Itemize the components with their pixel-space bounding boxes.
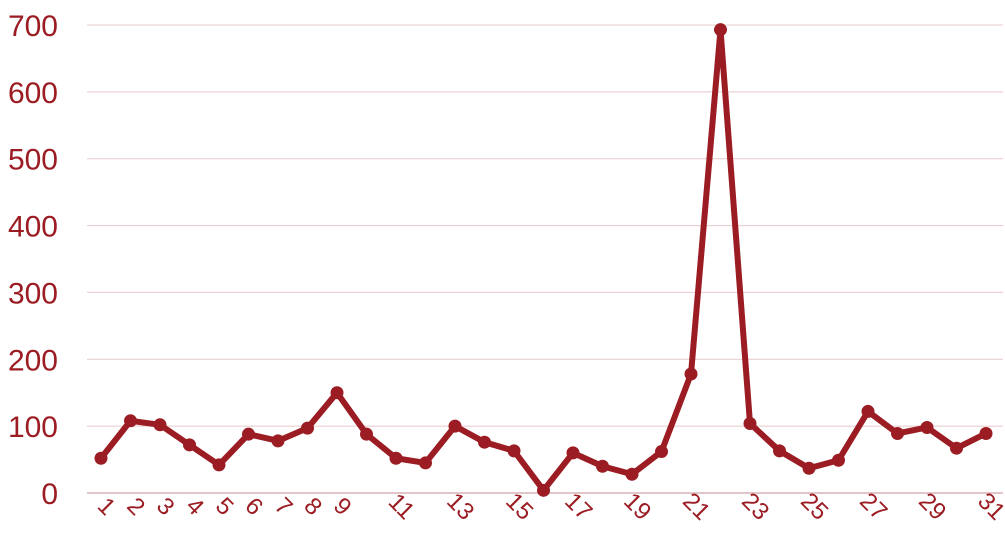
data-point [124, 414, 137, 428]
data-point [360, 427, 373, 441]
data-point [979, 426, 993, 440]
y-tick-label: 600 [8, 77, 58, 110]
data-point [183, 438, 196, 452]
data-point [891, 426, 904, 440]
series-line [98, 26, 989, 494]
series-points-layer [94, 23, 993, 497]
data-point [625, 467, 639, 481]
data-point [153, 418, 167, 432]
data-point [94, 451, 108, 465]
data-point [861, 404, 875, 418]
data-point [507, 444, 521, 458]
data-point [242, 427, 255, 441]
data-point [684, 367, 698, 381]
x-tick-label: 5 [210, 492, 239, 521]
x-tick-label: 2 [122, 492, 151, 521]
data-point [802, 461, 816, 475]
x-tick-label: 7 [269, 492, 298, 521]
y-tick-label: 0 [41, 478, 58, 511]
x-tick-label: 8 [299, 492, 328, 521]
data-point [448, 419, 462, 433]
y-tick-label: 300 [8, 277, 58, 310]
data-point [419, 456, 432, 470]
data-point [832, 453, 845, 467]
data-point [330, 386, 344, 400]
x-tick-label: 11 [383, 488, 420, 525]
data-point [271, 434, 285, 448]
data-point [389, 451, 403, 465]
x-tick-label: 3 [151, 492, 180, 521]
data-point [566, 446, 580, 460]
data-point [596, 459, 609, 473]
y-tick-label: 400 [8, 211, 58, 244]
series-line-layer [98, 26, 989, 494]
data-point [212, 458, 226, 472]
data-point [537, 483, 550, 497]
data-point [301, 421, 314, 435]
data-point [920, 420, 934, 434]
data-point [950, 441, 963, 455]
x-tick-label: 1 [92, 492, 121, 521]
grid-lines [87, 24, 1003, 494]
data-point [655, 445, 668, 459]
data-point [743, 416, 757, 430]
data-point [478, 435, 491, 449]
data-point [773, 444, 786, 458]
x-tick-label: 6 [240, 492, 269, 521]
y-axis-ticks: 0 100 200 300 400 500 600 700 [8, 10, 58, 511]
data-point [714, 23, 727, 37]
y-tick-label: 500 [8, 144, 58, 177]
y-tick-label: 700 [8, 10, 58, 43]
x-tick-label: 9 [328, 492, 357, 521]
y-tick-label: 200 [8, 344, 58, 377]
y-tick-label: 100 [8, 411, 58, 444]
x-tick-label: 4 [181, 492, 210, 521]
